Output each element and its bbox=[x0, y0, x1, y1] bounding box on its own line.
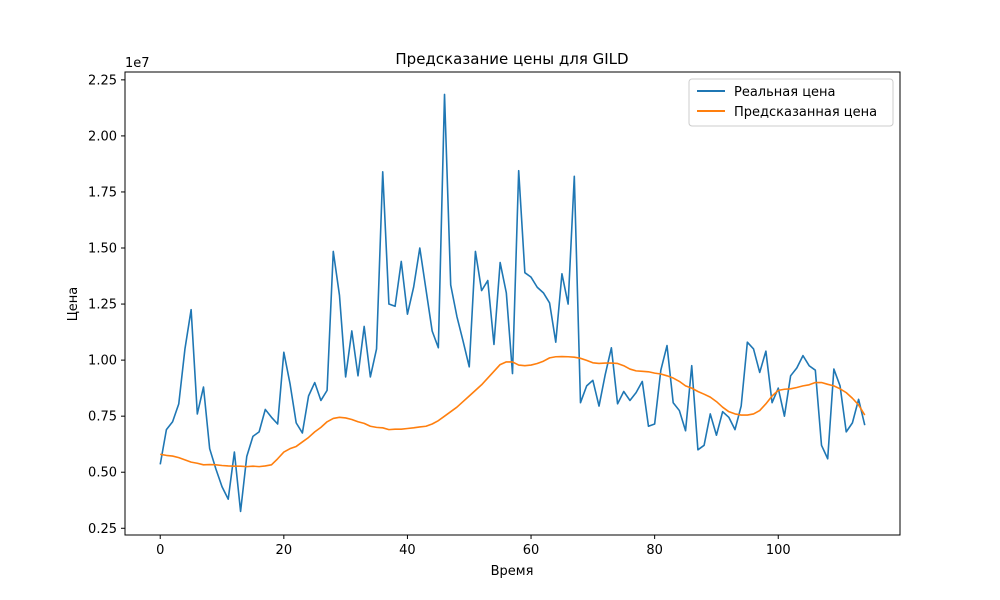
y-tick-label: 0.50 bbox=[88, 466, 117, 481]
chart-title: Предсказание цены для GILD bbox=[395, 50, 628, 68]
y-tick-label: 1.50 bbox=[88, 242, 117, 257]
x-tick-label: 100 bbox=[766, 543, 791, 558]
legend-label-predicted-price: Предсказанная цена bbox=[734, 105, 877, 120]
y-axis-title: Цена bbox=[66, 287, 81, 322]
series-line-predicted-price bbox=[160, 355, 866, 468]
x-tick-label: 20 bbox=[276, 543, 293, 558]
y-tick-label: 0.75 bbox=[88, 410, 117, 425]
series-line-real-price bbox=[159, 93, 866, 513]
x-tick-label: 40 bbox=[399, 543, 416, 558]
series-layer bbox=[159, 93, 866, 513]
x-tick-label: 0 bbox=[156, 543, 164, 558]
y-offset-text: 1e7 bbox=[125, 56, 150, 71]
plot-area bbox=[124, 71, 901, 536]
y-tick-label: 2.00 bbox=[88, 129, 117, 144]
legend-box bbox=[688, 78, 894, 127]
y-tick-label: 1.00 bbox=[88, 354, 117, 369]
x-axis-ticks: 0 20 40 60 80 100 bbox=[156, 535, 791, 558]
y-axis-ticks: 0.25 0.50 0.75 1.00 1.25 1.50 1.75 2.00 2.25 bbox=[88, 73, 125, 537]
x-tick-label: 80 bbox=[646, 543, 663, 558]
y-tick-label: 0.25 bbox=[88, 522, 117, 537]
legend-label-real-price: Реальная цена bbox=[734, 85, 836, 100]
legend: Реальная цена Предсказанная цена bbox=[688, 78, 894, 127]
y-tick-label: 1.75 bbox=[88, 185, 117, 200]
x-tick-label: 60 bbox=[523, 543, 540, 558]
y-tick-label: 1.25 bbox=[88, 298, 117, 313]
x-axis-title: Время bbox=[491, 564, 534, 579]
axes-frame bbox=[124, 71, 901, 536]
y-tick-label: 2.25 bbox=[88, 73, 117, 88]
